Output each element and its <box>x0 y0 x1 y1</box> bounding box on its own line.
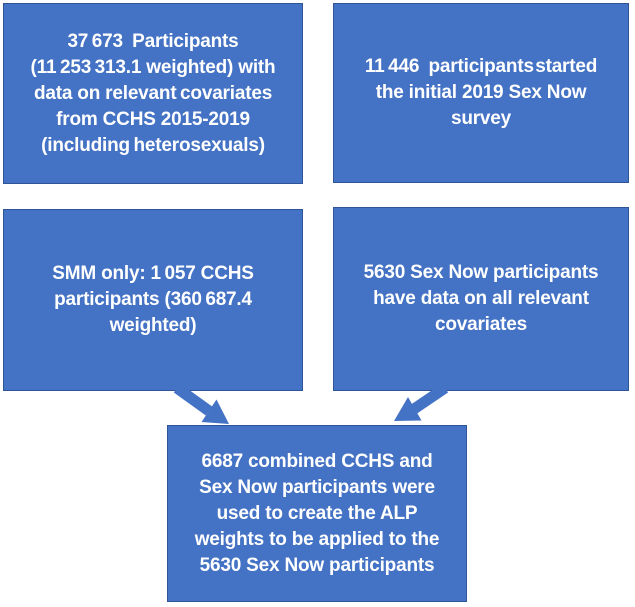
box-sexnow-covariates: 5630 Sex Now participants have data on a… <box>333 207 629 391</box>
box-sexnow-started: 11 446 participants started the initial … <box>333 3 629 183</box>
box-combined-alp-weights: 6687 combined CCHS and Sex Now participa… <box>167 425 467 602</box>
box-cchs-all-participants: 37 673 Participants (11 253 313.1 weight… <box>3 3 303 184</box>
down-right-arrow-icon <box>173 383 229 424</box>
box-cchs-smm-only-text: SMM only: 1 057 CCHS participants (360 6… <box>52 263 254 336</box>
box-cchs-smm-only: SMM only: 1 057 CCHS participants (360 6… <box>3 209 303 391</box>
box-cchs-all-participants-text: 37 673 Participants (11 253 313.1 weight… <box>30 30 276 156</box>
box-sexnow-covariates-text: 5630 Sex Now participants have data on a… <box>363 262 599 335</box>
box-combined-alp-weights-text: 6687 combined CCHS and Sex Now participa… <box>194 450 440 576</box>
down-left-arrow-icon <box>394 383 449 421</box>
box-sexnow-started-text: 11 446 participants started the initial … <box>364 56 598 129</box>
